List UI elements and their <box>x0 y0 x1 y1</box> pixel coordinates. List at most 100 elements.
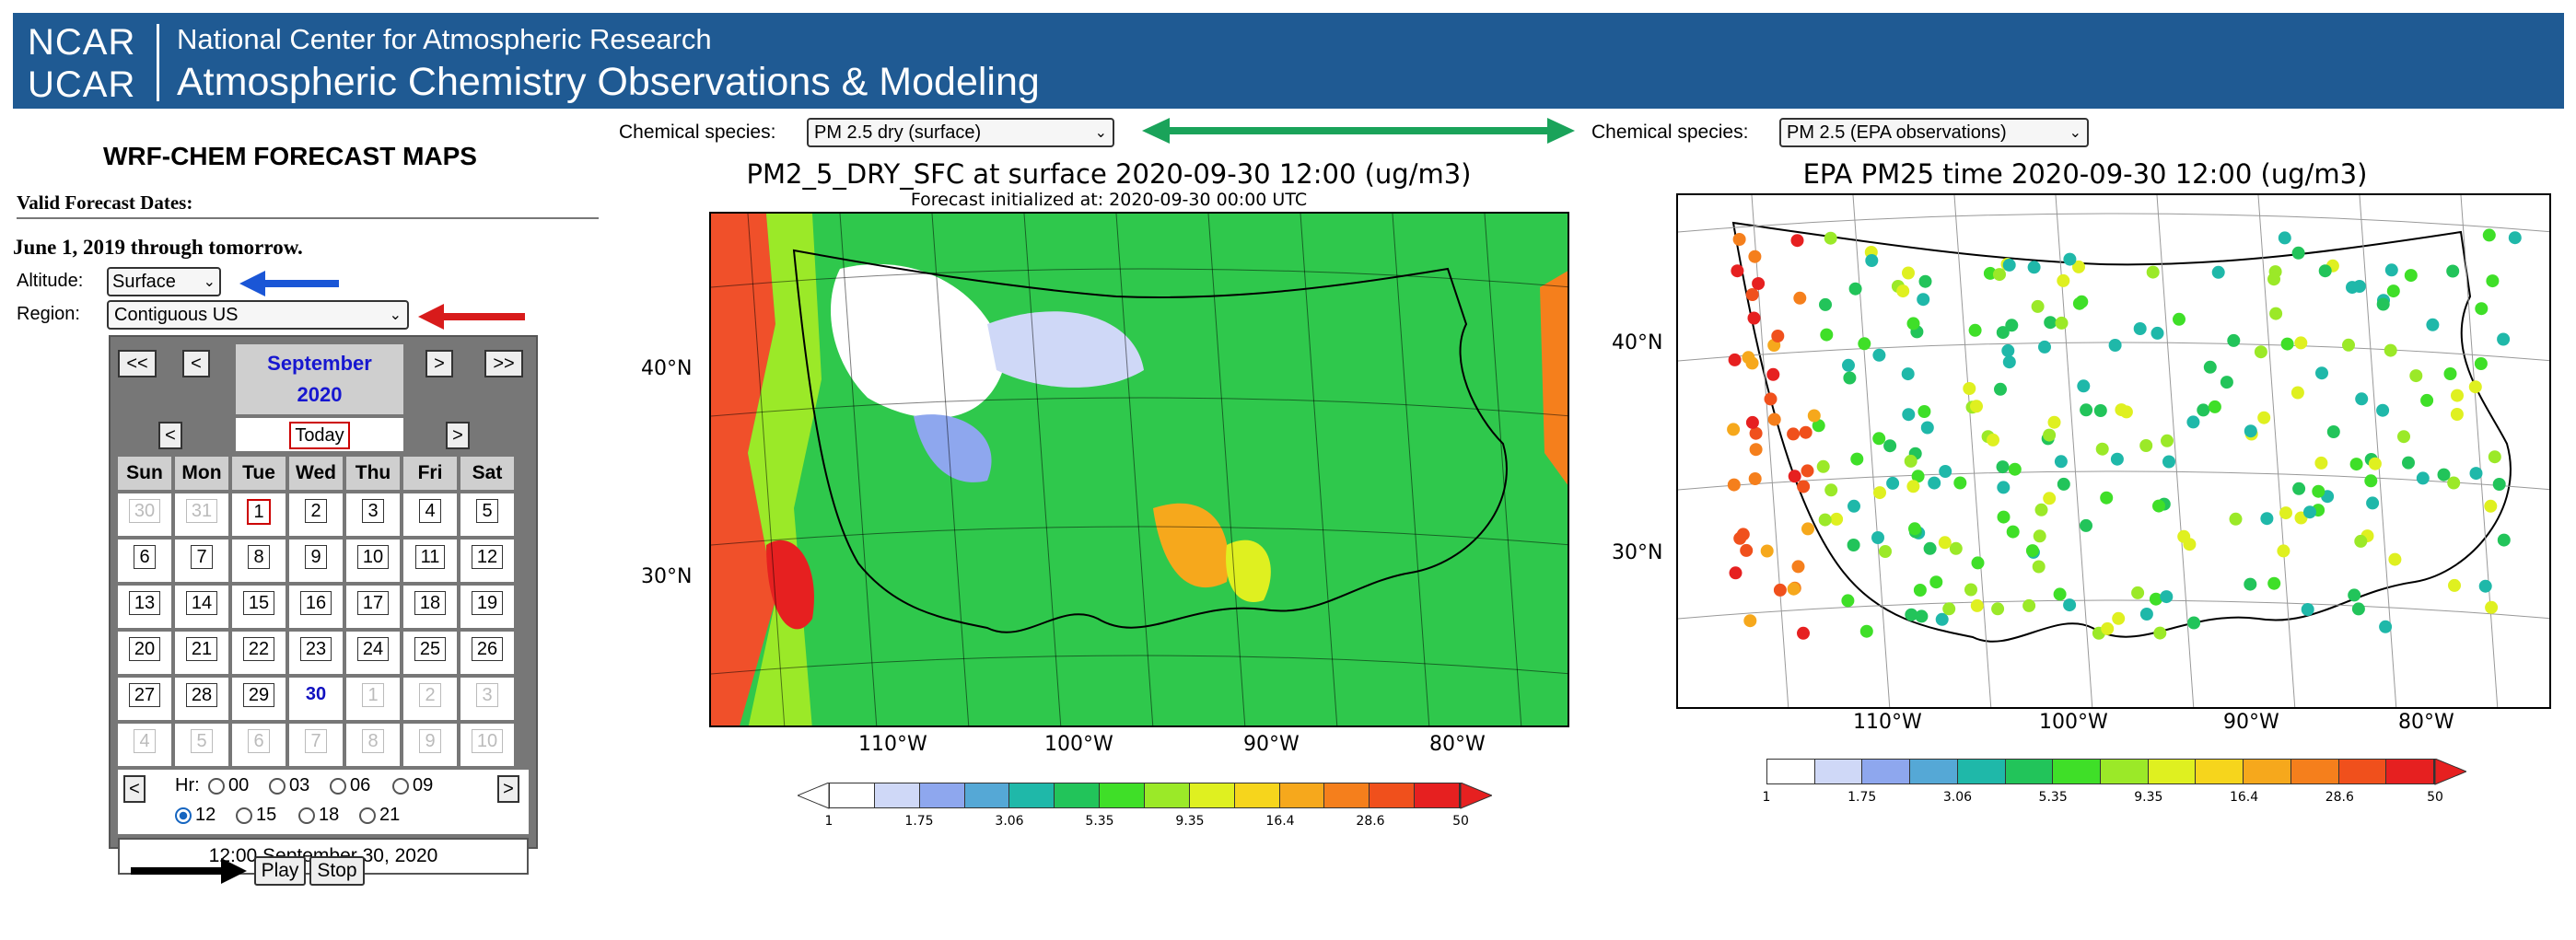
calendar-day-button[interactable]: 24 <box>356 637 390 661</box>
calendar-day-button[interactable]: 7 <box>191 545 213 569</box>
observation-station <box>1766 367 1780 381</box>
observation-station <box>2100 491 2114 505</box>
observation-station <box>1727 478 1741 492</box>
meridian-line <box>2156 195 2195 707</box>
calendar-day-button[interactable]: 20 <box>128 637 161 661</box>
observation-station <box>2133 322 2147 335</box>
calendar-day-button[interactable]: 3 <box>362 499 384 523</box>
observation-station <box>1953 476 1967 490</box>
calendar-day-button[interactable]: 5 <box>476 499 498 523</box>
calendar-cell: 6 <box>118 540 171 582</box>
clean-air-region <box>987 311 1144 388</box>
hour-radio-12[interactable]: 12 <box>175 805 216 826</box>
calendar-day-button[interactable]: 1 <box>247 499 271 525</box>
year-name: 2020 <box>297 383 343 406</box>
observation-station <box>1996 326 2010 340</box>
prev-month-button[interactable]: < <box>182 350 210 377</box>
calendar-day-button[interactable]: 14 <box>185 591 218 615</box>
calendar-cell: 5 <box>175 724 228 766</box>
stop-button[interactable]: Stop <box>309 856 365 886</box>
hour-radio-15[interactable]: 15 <box>236 805 276 826</box>
calendar-cell: 1 <box>232 493 286 536</box>
hour-radio-09[interactable]: 09 <box>392 775 433 796</box>
calendar-day-button[interactable]: 11 <box>414 545 446 569</box>
colorbar-segment <box>2101 760 2149 783</box>
observation-station <box>1938 536 1952 550</box>
region-select[interactable]: Contiguous US ⌄ <box>107 300 409 330</box>
calendar-day-button[interactable]: 29 <box>242 683 275 707</box>
observation-station <box>2186 415 2200 429</box>
date-calendar: << < September 2020 > >> < Today > Sun Mo… <box>109 335 538 875</box>
altitude-select[interactable]: Surface ⌄ <box>107 267 221 296</box>
observation-station <box>2269 307 2283 320</box>
observation-station <box>2027 261 2041 274</box>
calendar-day-button: 3 <box>476 683 498 707</box>
observation-map[interactable] <box>1676 193 2551 709</box>
calendar-day-button[interactable]: 12 <box>471 545 504 569</box>
sub-next-button[interactable]: > <box>446 422 470 449</box>
prev-year-button[interactable]: << <box>118 350 157 377</box>
calendar-day-button[interactable]: 16 <box>299 591 332 615</box>
calendar-day-button[interactable]: 26 <box>471 637 504 661</box>
hour-radio-00[interactable]: 00 <box>208 775 249 796</box>
page-title: WRF-CHEM FORECAST MAPS <box>103 142 477 170</box>
observation-station <box>2278 231 2291 245</box>
calendar-day-button[interactable]: 21 <box>185 637 218 661</box>
calendar-day-button[interactable]: 19 <box>471 591 504 615</box>
forecast-map[interactable] <box>709 212 1569 727</box>
prev-hour-button[interactable]: < <box>123 775 146 803</box>
calendar-day-button[interactable]: 8 <box>248 545 270 569</box>
hour-radio-03[interactable]: 03 <box>269 775 309 796</box>
parallel-line <box>1678 213 2549 233</box>
species-select-right[interactable]: PM 2.5 (EPA observations) ⌄ <box>1779 118 2089 147</box>
hour-radio-21[interactable]: 21 <box>359 805 400 826</box>
calendar-day-button[interactable]: 22 <box>242 637 275 661</box>
parallel-line <box>711 526 1568 546</box>
calendar-cell: 10 <box>346 540 400 582</box>
ncar-logo[interactable]: NCAR <box>28 22 136 63</box>
calendar-day-button[interactable]: 27 <box>128 683 161 707</box>
ucar-logo[interactable]: UCAR <box>28 64 136 105</box>
calendar-day-button[interactable]: 10 <box>356 545 390 569</box>
calendar-day-button: 30 <box>128 499 161 523</box>
calendar-day-button[interactable]: 23 <box>299 637 332 661</box>
next-hour-button[interactable]: > <box>497 775 519 803</box>
observation-station <box>2318 264 2332 278</box>
month-name: September <box>267 352 372 375</box>
calendar-day-button[interactable]: 28 <box>185 683 218 707</box>
species-select-left-value: PM 2.5 dry (surface) <box>814 122 982 143</box>
calendar-day-button[interactable]: 13 <box>128 591 161 615</box>
calendar-day-button[interactable]: 9 <box>305 545 327 569</box>
calendar-cell: 11 <box>403 540 457 582</box>
observation-station <box>2244 424 2257 438</box>
observation-station <box>2203 360 2217 374</box>
calendar-day-button: 5 <box>191 729 213 753</box>
calendar-day-button[interactable]: 30 <box>300 683 332 705</box>
observation-station <box>2006 525 2020 539</box>
species-select-left[interactable]: PM 2.5 dry (surface) ⌄ <box>807 118 1114 147</box>
today-button[interactable]: Today <box>289 422 350 449</box>
calendar-day-button[interactable]: 25 <box>414 637 447 661</box>
observation-station <box>1749 443 1763 457</box>
observation-station <box>1818 513 1832 527</box>
calendar-day-button[interactable]: 2 <box>305 499 327 523</box>
observation-station <box>2447 476 2461 490</box>
sub-prev-button[interactable]: < <box>158 422 182 449</box>
observation-station <box>2057 477 2070 491</box>
play-button[interactable]: Play <box>254 856 306 886</box>
calendar-day-button[interactable]: 18 <box>414 591 447 615</box>
chevron-down-icon: ⌄ <box>1094 125 1107 141</box>
observation-station <box>2426 318 2440 331</box>
observation-station <box>2397 430 2410 444</box>
calendar-day-button[interactable]: 6 <box>134 545 156 569</box>
hour-radio-06[interactable]: 06 <box>330 775 370 796</box>
observation-station <box>2482 228 2496 242</box>
next-year-button[interactable]: >> <box>484 350 523 377</box>
observation-station <box>1994 382 2007 396</box>
hour-radio-18[interactable]: 18 <box>298 805 339 826</box>
calendar-cell: 16 <box>289 586 343 628</box>
next-month-button[interactable]: > <box>425 350 453 377</box>
calendar-day-button[interactable]: 15 <box>242 591 275 615</box>
calendar-day-button[interactable]: 4 <box>419 499 441 523</box>
calendar-day-button[interactable]: 17 <box>356 591 390 615</box>
